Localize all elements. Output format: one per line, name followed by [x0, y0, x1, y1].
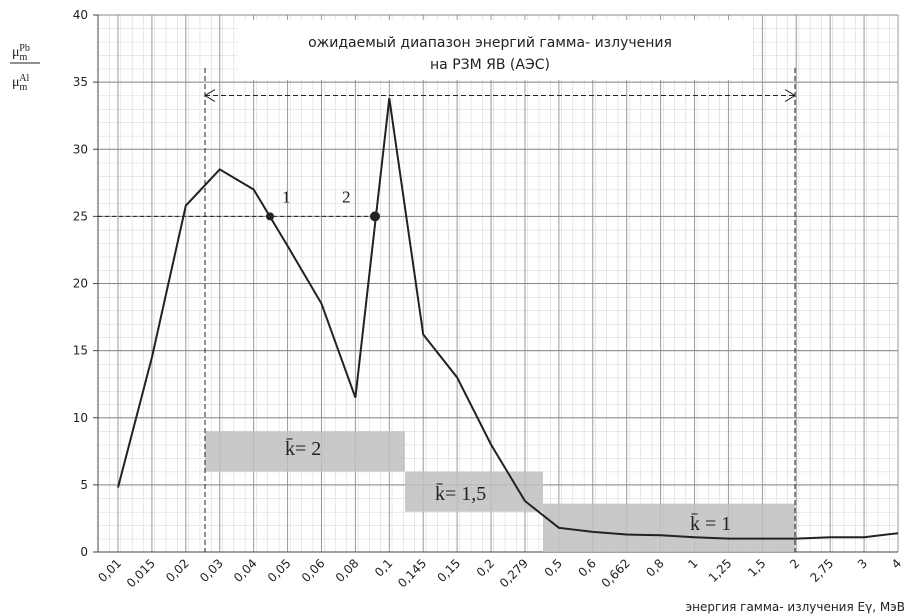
- band-label: k̄= 1,5: [435, 483, 486, 505]
- y-label-part: μmAl: [12, 73, 30, 93]
- x-label: энергия гамма- излучения Eγ, МэВ: [686, 600, 905, 614]
- x-tick-label: 0,04: [231, 556, 260, 585]
- marker: [370, 211, 380, 222]
- y-tick-label: 10: [73, 411, 88, 425]
- y-tick-label: 5: [80, 478, 88, 492]
- band: [205, 431, 405, 472]
- x-tick-label: 0,1: [372, 556, 395, 579]
- x-tick-label: 0,145: [395, 556, 429, 590]
- y-tick-label: 15: [73, 344, 88, 358]
- x-tick-label: 2: [787, 556, 802, 571]
- x-tick-label: 3: [855, 556, 870, 571]
- x-tick-label: 4: [889, 556, 904, 571]
- y-label-span: Al: [19, 73, 29, 84]
- annotation-text: на РЗМ ЯВ (АЭС): [430, 57, 550, 73]
- x-tick-label: 0,01: [95, 556, 124, 585]
- y-label-span: μ: [12, 75, 20, 90]
- x-tick-label: 0,2: [474, 556, 497, 579]
- x-tick-label: 0,15: [434, 556, 463, 585]
- band: [543, 503, 795, 552]
- x-tick-label: 0,08: [333, 556, 362, 585]
- x-tick-label: 0,6: [576, 556, 599, 579]
- band-label: k̄= 2: [285, 438, 321, 460]
- annotation-text: ожидаемый диапазон энергий гамма- излуче…: [308, 35, 672, 51]
- x-tick-label: 1,25: [706, 556, 735, 585]
- x-tick-label: 0,5: [542, 556, 565, 579]
- x-tick-label: 0,06: [299, 556, 328, 585]
- x-tick-label: 0,8: [643, 556, 666, 579]
- x-tick-label: 0,015: [124, 556, 158, 590]
- y-tick-label: 35: [73, 75, 88, 89]
- y-tick-label: 25: [73, 209, 88, 223]
- x-tick-label: 0,03: [197, 556, 226, 585]
- y-tick-label: 30: [73, 142, 88, 156]
- y-label-span: m: [20, 52, 28, 63]
- x-tick-label: 1: [685, 556, 700, 571]
- marker-label: 1: [282, 187, 291, 206]
- y-tick-label: 40: [73, 8, 88, 22]
- band-label: k̄ = 1: [690, 513, 731, 535]
- x-tick-label: 0,279: [497, 556, 531, 590]
- annotation-box: [238, 20, 753, 80]
- y-tick-label: 0: [80, 545, 88, 559]
- x-tick-label: 1,5: [745, 556, 768, 579]
- marker: [266, 212, 274, 221]
- x-tick-label: 0,662: [599, 556, 633, 590]
- x-tick-label: 2,75: [808, 556, 837, 585]
- x-tick-label: 0,02: [163, 556, 192, 585]
- y-label-part: μmPb: [12, 43, 30, 63]
- y-label-span: Pb: [19, 43, 30, 54]
- marker-label: 2: [342, 187, 351, 206]
- data-line: [117, 98, 899, 540]
- y-label-span: m: [20, 82, 28, 93]
- x-tick-label: 0,05: [265, 556, 294, 585]
- y-tick-label: 20: [73, 277, 88, 291]
- y-label-span: μ: [12, 45, 20, 60]
